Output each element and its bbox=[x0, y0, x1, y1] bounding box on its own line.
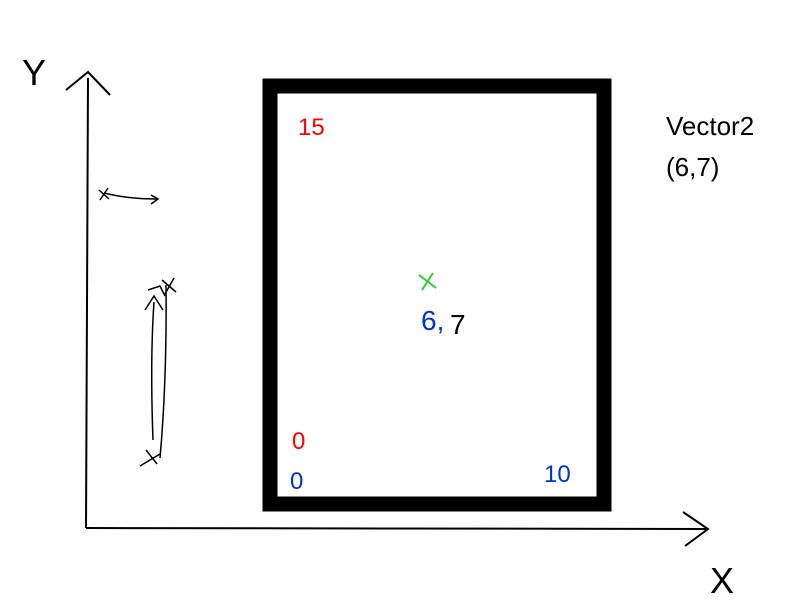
point-marker bbox=[418, 272, 437, 291]
doodle-horizontal-cross bbox=[98, 187, 110, 201]
doodle-vertical-line-left bbox=[150, 301, 155, 441]
x-axis-label: X bbox=[710, 560, 735, 601]
doodle-vertical-head bbox=[144, 294, 164, 311]
y-axis bbox=[85, 77, 89, 529]
y-max-label: 15 bbox=[298, 114, 325, 141]
y-axis-label: Y bbox=[22, 52, 47, 93]
x-min-label: 0 bbox=[290, 468, 304, 495]
doodle-horizontal-head bbox=[150, 194, 160, 205]
doodle-bottom-cross bbox=[139, 449, 161, 467]
x-axis bbox=[85, 527, 707, 530]
doodle-vertical-head-top bbox=[147, 285, 166, 297]
vector-value: (6,7) bbox=[666, 152, 720, 182]
point-x-label: 6, bbox=[421, 305, 445, 336]
x-axis-arrow bbox=[682, 511, 710, 547]
point-y-label: 7 bbox=[450, 309, 466, 340]
doodle-horizontal-arrow bbox=[103, 192, 159, 200]
y-axis-arrow bbox=[65, 70, 111, 96]
vector-name: Vector2 bbox=[666, 111, 755, 141]
doodle-vertical-line-right bbox=[159, 284, 167, 459]
y-min-label: 0 bbox=[292, 428, 306, 455]
bounds-frame bbox=[262, 78, 612, 512]
doodle-top-cross bbox=[161, 277, 177, 295]
x-max-label: 10 bbox=[544, 461, 571, 488]
